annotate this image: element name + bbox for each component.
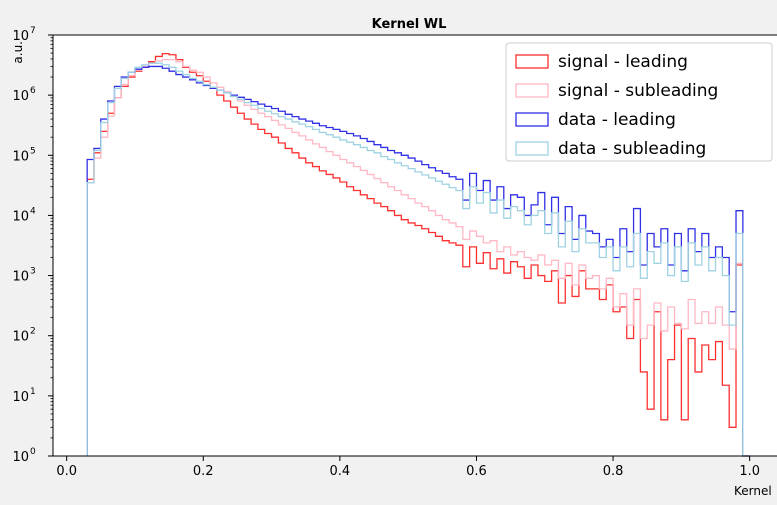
legend-box (505, 42, 773, 162)
x-axis-label: Kernel (734, 484, 772, 498)
x-tick-label: 0.0 (56, 464, 77, 479)
chart-title: Kernel WL (372, 17, 447, 32)
x-tick-label: 0.2 (193, 464, 214, 479)
series-line-2 (86, 58, 750, 457)
y-tick-label: 10 (12, 330, 29, 345)
y-tick-exponent: 0 (30, 447, 36, 457)
axes-layer: 0.0 0.2 0.4 0.6 0.8 1.010 010 110 210 310 410 510 61… (12, 26, 777, 479)
y-tick-exponent: 1 (30, 387, 36, 397)
legend-label: data - leading (558, 110, 676, 130)
x-tick-label: 0.4 (330, 464, 351, 479)
y-axis-label: a.u. (11, 41, 25, 64)
y-tick-exponent: 2 (30, 327, 36, 337)
legend-label: signal - subleading (558, 81, 718, 101)
y-tick-label: 10 (12, 149, 29, 164)
legend-swatch (515, 112, 549, 127)
legend-swatch (515, 54, 549, 69)
y-tick-label: 10 (12, 89, 29, 104)
y-tick-exponent: 3 (30, 267, 36, 277)
x-tick-label: 0.8 (603, 464, 624, 479)
legend-label: signal - leading (558, 52, 688, 72)
legend: signal - leading signal - subleading data … (505, 42, 773, 162)
y-tick-label: 10 (12, 450, 29, 465)
legend-swatch (515, 141, 549, 156)
y-tick-label: 10 (12, 29, 29, 44)
x-tick-label: 0.6 (466, 464, 487, 479)
x-tick-label: 1.0 (739, 464, 760, 479)
y-tick-exponent: 6 (30, 86, 36, 96)
y-tick-exponent: 4 (30, 206, 36, 216)
y-tick-label: 10 (12, 209, 29, 224)
y-tick-exponent: 7 (30, 26, 36, 36)
y-tick-label: 10 (12, 270, 29, 285)
series-line-3 (86, 65, 750, 457)
legend-label: data - subleading (558, 139, 706, 159)
series-line-4 (86, 62, 750, 457)
legend-swatch (515, 83, 549, 98)
series-layer (86, 52, 750, 457)
y-tick-exponent: 5 (30, 146, 36, 156)
y-tick-label: 10 (12, 390, 29, 405)
